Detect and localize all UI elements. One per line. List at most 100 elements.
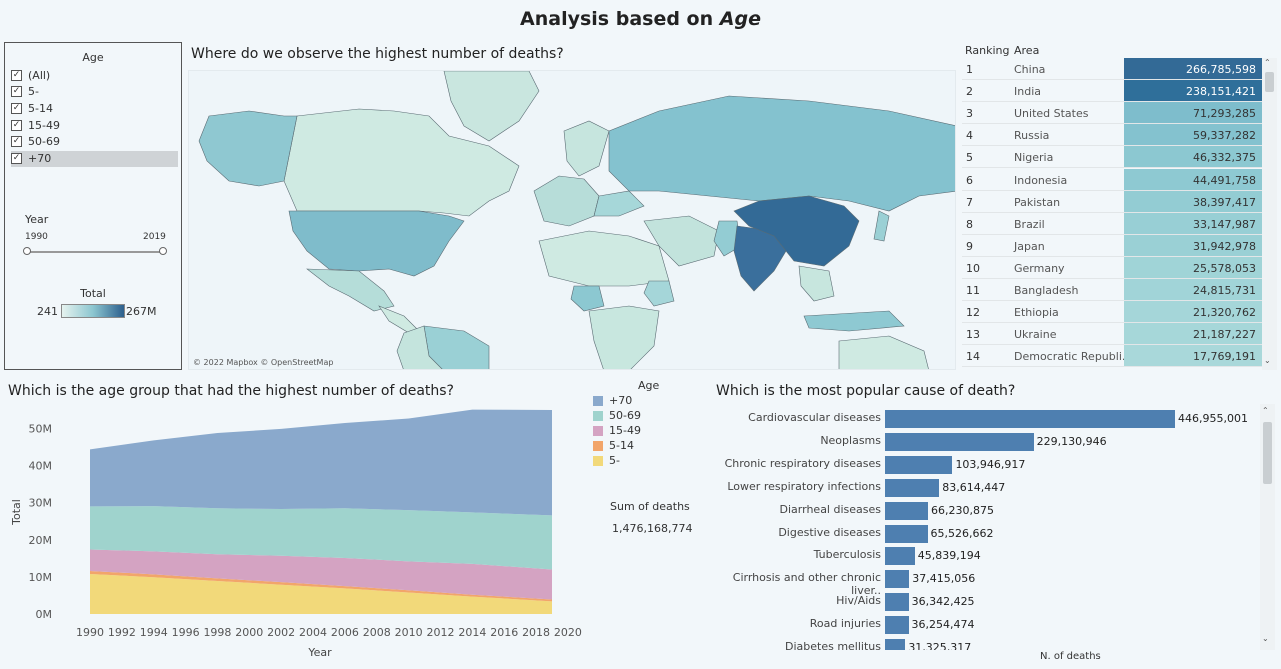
- year-slider-track[interactable]: [29, 251, 166, 253]
- checkbox-checked-icon[interactable]: ✓: [11, 119, 22, 131]
- bar[interactable]: [885, 547, 915, 566]
- bar-scroll-down-icon[interactable]: ⌄: [1262, 634, 1269, 643]
- bar[interactable]: [885, 410, 1175, 428]
- ranking-rank: 5: [966, 151, 973, 165]
- bar-value-label: 45,839,194: [917, 549, 981, 563]
- bar[interactable]: [885, 616, 909, 635]
- age-filter-option[interactable]: ✓ 50-69: [11, 134, 178, 150]
- ranking-row[interactable]: 1 China 266,785,598: [962, 58, 1262, 80]
- bar[interactable]: [885, 478, 940, 497]
- legend-item[interactable]: 5-14: [593, 439, 641, 454]
- x-tick-label: 1996: [172, 626, 200, 639]
- ranking-header-area: Area: [1014, 44, 1040, 57]
- area-series-5-[interactable]: [90, 573, 552, 614]
- x-axis-label: Year: [307, 646, 332, 659]
- ranking-value: 31,942,978: [1193, 239, 1256, 253]
- ranking-row[interactable]: 6 Indonesia 44,491,758: [962, 168, 1262, 191]
- ranking-rank: 7: [966, 195, 973, 209]
- age-filter-option[interactable]: ✓ +70: [11, 150, 178, 167]
- map-region-southeast-asia: [798, 265, 835, 302]
- bar-scroll-up-icon[interactable]: ⌃: [1262, 406, 1269, 415]
- ranking-row[interactable]: 5 Nigeria 46,332,375: [962, 146, 1262, 169]
- bar[interactable]: [885, 432, 1034, 451]
- scroll-down-icon[interactable]: ⌄: [1264, 356, 1271, 365]
- area-series-15-49[interactable]: [90, 549, 552, 600]
- ranking-row[interactable]: 14 Democratic Republi.. 17,769,191: [962, 345, 1262, 368]
- x-tick-label: 2006: [331, 626, 359, 639]
- bar-category-label: Lower respiratory infections: [727, 479, 881, 493]
- bar-category-label: Hiv/Aids: [836, 594, 881, 608]
- year-slider-start-handle[interactable]: [23, 247, 31, 255]
- legend-label: 5-14: [609, 439, 634, 452]
- ranking-row[interactable]: 10 Germany 25,578,053: [962, 256, 1262, 279]
- area-chart-title: Which is the age group that had the high…: [8, 383, 454, 399]
- ranking-row[interactable]: 7 Pakistan 38,397,417: [962, 190, 1262, 213]
- ranking-row[interactable]: 12 Ethiopia 21,320,762: [962, 301, 1262, 324]
- age-filter-option-label: 5-14: [28, 101, 53, 115]
- map-region-alaska: [198, 110, 298, 187]
- checkbox-checked-icon[interactable]: ✓: [11, 86, 22, 98]
- world-map[interactable]: © 2022 Mapbox © OpenStreetMap: [188, 70, 956, 370]
- x-tick-label: 2016: [490, 626, 518, 639]
- map-region-china: [733, 195, 860, 267]
- legend-item[interactable]: +70: [593, 394, 641, 409]
- bar-chart-title: Which is the most popular cause of death…: [716, 383, 1016, 399]
- map-region-south-america-west: [396, 325, 443, 369]
- year-slider-end-handle[interactable]: [159, 247, 167, 255]
- bar[interactable]: [885, 593, 909, 612]
- ranking-row[interactable]: 3 United States 71,293,285: [962, 102, 1262, 125]
- legend-label: 5-: [609, 454, 620, 467]
- ranking-row[interactable]: 11 Bangladesh 24,815,731: [962, 279, 1262, 301]
- checkbox-checked-icon[interactable]: ✓: [11, 69, 22, 81]
- y-tick-label: 30M: [29, 497, 53, 510]
- ranking-area: Pakistan: [1014, 195, 1061, 209]
- ranking-scrollbar[interactable]: ⌃ ⌄: [1262, 58, 1277, 370]
- ranking-area: Nigeria: [1014, 151, 1054, 165]
- cause-bar-chart[interactable]: Cardiovascular diseases 446,955,001 Neopla…: [700, 400, 1260, 650]
- x-tick-label: 1994: [140, 626, 168, 639]
- scroll-up-icon[interactable]: ⌃: [1264, 58, 1271, 67]
- ranking-value-cell: 31,942,978: [1124, 234, 1262, 256]
- area-series-50-69[interactable]: [90, 506, 552, 570]
- ranking-row[interactable]: 2 India 238,151,421: [962, 80, 1262, 103]
- bar[interactable]: [885, 639, 906, 650]
- age-filter-option[interactable]: ✓ 15-49: [11, 117, 178, 133]
- x-tick-label: 2010: [395, 626, 423, 639]
- ranking-value: 24,815,731: [1193, 284, 1256, 297]
- age-filter-option[interactable]: ✓ 5-14: [11, 100, 178, 116]
- y-tick-label: 10M: [29, 571, 53, 584]
- checkbox-checked-icon[interactable]: ✓: [11, 102, 22, 114]
- bar-chart-scrollbar[interactable]: ⌃ ⌄: [1260, 404, 1275, 650]
- bar[interactable]: [885, 524, 928, 543]
- legend-item[interactable]: 5-: [593, 454, 641, 469]
- area-series-5-14[interactable]: [90, 570, 552, 602]
- x-tick-label: 2000: [235, 626, 263, 639]
- ranking-row[interactable]: 4 Russia 59,337,282: [962, 124, 1262, 147]
- bar-category-label: Neoplasms: [820, 433, 881, 447]
- bar-value-label: 446,955,001: [1178, 412, 1248, 425]
- ranking-scroll-thumb[interactable]: [1265, 72, 1274, 92]
- area-chart[interactable]: 0M 10M 20M 30M 40M 50M 1990 1992 1994 1996 1998 200…: [0, 400, 600, 665]
- dashboard-title: Analysis based on Age: [520, 8, 761, 30]
- checkbox-checked-icon[interactable]: ✓: [11, 153, 22, 164]
- bar[interactable]: [885, 455, 953, 474]
- ranking-row[interactable]: 9 Japan 31,942,978: [962, 234, 1262, 257]
- bar[interactable]: [885, 570, 910, 589]
- x-tick-label: 1998: [203, 626, 231, 639]
- age-filter-option[interactable]: ✓ 5-: [11, 84, 178, 100]
- area-series--70[interactable]: [90, 409, 552, 516]
- age-filter-option[interactable]: ✓ (All): [11, 67, 178, 83]
- bar-scroll-thumb[interactable]: [1263, 422, 1272, 484]
- checkbox-checked-icon[interactable]: ✓: [11, 136, 22, 148]
- total-legend-max: 267M: [126, 305, 157, 318]
- ranking-row[interactable]: 13 Ukraine 21,187,227: [962, 323, 1262, 346]
- ranking-value: 38,397,417: [1193, 195, 1256, 209]
- ranking-rank: 6: [966, 173, 973, 187]
- legend-item[interactable]: 15-49: [593, 424, 641, 439]
- ranking-value-cell: 38,397,417: [1124, 190, 1262, 212]
- legend-label: 50-69: [609, 409, 641, 422]
- legend-item[interactable]: 50-69: [593, 409, 641, 424]
- ranking-row[interactable]: 8 Brazil 33,147,987: [962, 212, 1262, 235]
- ranking-value: 21,320,762: [1193, 306, 1256, 320]
- bar[interactable]: [885, 501, 928, 520]
